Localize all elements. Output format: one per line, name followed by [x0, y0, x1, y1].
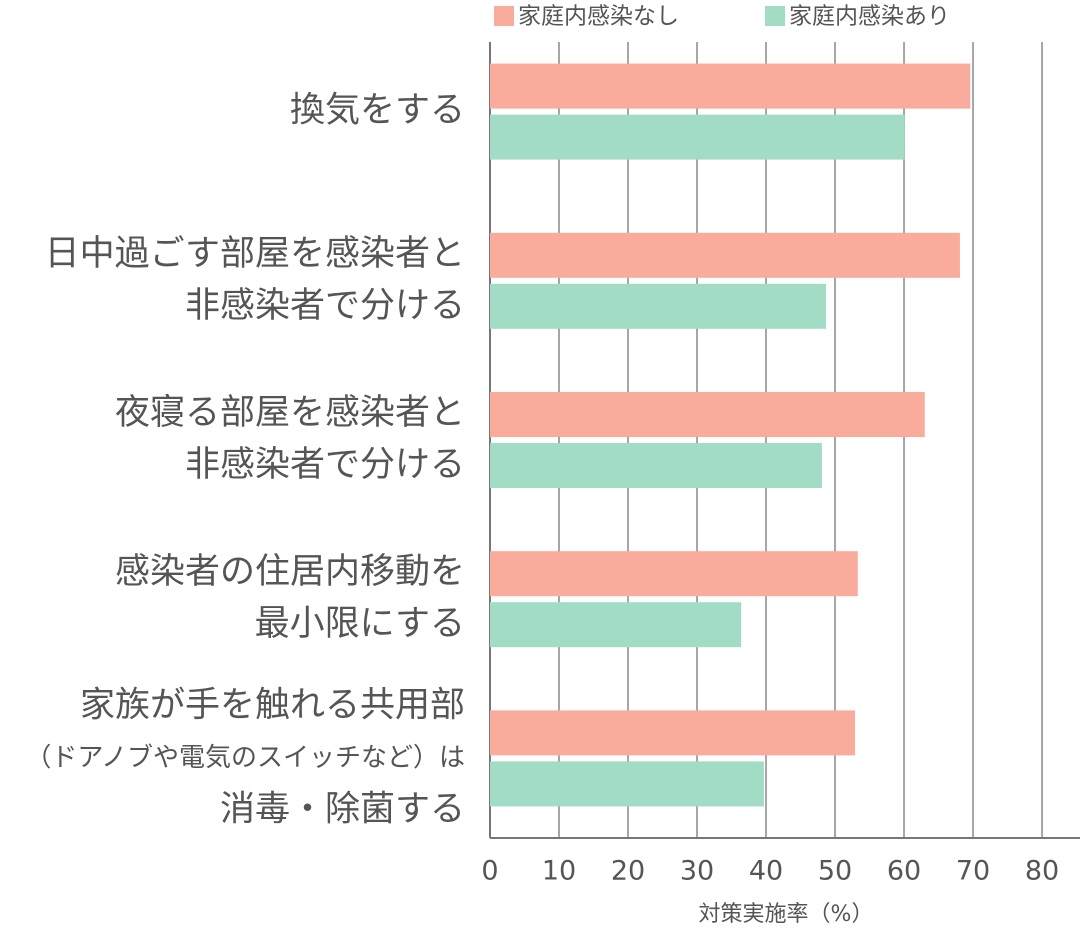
bar: [490, 232, 960, 278]
x-tick-label: 0: [481, 856, 498, 887]
legend-label: 家庭内感染なし: [518, 4, 679, 30]
category-label: 消毒・除菌する: [220, 789, 465, 829]
category-label: 感染者の住居内移動を: [115, 552, 465, 592]
bar: [490, 283, 827, 329]
x-tick-label: 10: [542, 856, 576, 887]
category-label: 非感染者で分ける: [185, 445, 465, 485]
legend-label: 家庭内感染あり: [789, 4, 950, 30]
bar: [490, 114, 905, 160]
category-label: 家族が手を触れる共用部: [80, 685, 465, 725]
legend-swatch: [765, 6, 785, 26]
bar: [490, 602, 742, 648]
x-tick-label: 50: [818, 856, 852, 887]
bar: [490, 443, 822, 488]
x-tick-label: 30: [680, 856, 714, 887]
category-label: 換気をする: [290, 91, 465, 131]
bar: [490, 761, 764, 807]
bar: [490, 710, 856, 756]
x-tick-label: 20: [611, 856, 645, 887]
x-tick-label: 40: [749, 856, 783, 887]
x-axis-title: 対策実施率（%）: [699, 902, 874, 927]
bar: [490, 63, 971, 109]
x-tick-label: 80: [1025, 856, 1059, 887]
bar: [490, 392, 925, 437]
category-label: （ドアノブや電気のスイッチなど）は: [25, 743, 465, 773]
x-tick-label: 60: [887, 856, 921, 887]
category-label: 夜寝る部屋を感染者と: [115, 393, 465, 433]
bar: [490, 551, 858, 597]
category-label: 非感染者で分ける: [185, 286, 465, 326]
legend-swatch: [494, 6, 514, 26]
category-label: 日中過ごす部屋を感染者と: [45, 234, 465, 274]
x-tick-label: 70: [956, 856, 990, 887]
category-label: 最小限にする: [255, 604, 465, 644]
